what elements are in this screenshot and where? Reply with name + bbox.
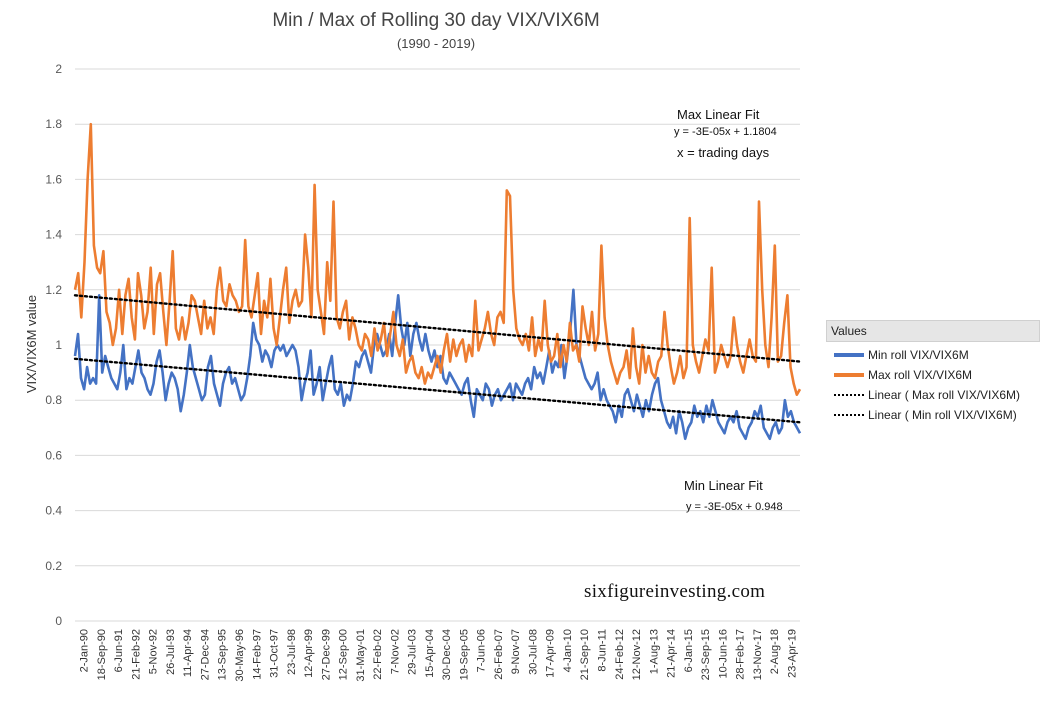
x-tick-label: 31-Oct-97 bbox=[269, 629, 281, 678]
x-tick-label: 23-Apr-19 bbox=[786, 629, 798, 678]
legend-label-min-trend: Linear ( Min roll VIX/VIX6M) bbox=[868, 408, 1017, 422]
x-tick-label: 11-Apr-94 bbox=[182, 629, 194, 677]
chart: Min / Max of Rolling 30 day VIX/VIX6M (1… bbox=[0, 0, 1050, 701]
x-tick-label: 5-Nov-92 bbox=[148, 629, 160, 674]
legend: Values Min roll VIX/VIX6M Max roll VIX/V… bbox=[826, 320, 1040, 430]
legend-item-min-trend: Linear ( Min roll VIX/VIX6M) bbox=[834, 405, 1040, 425]
x-tick-label: 13-Sep-95 bbox=[217, 629, 229, 680]
legend-label-max: Max roll VIX/VIX6M bbox=[868, 368, 972, 382]
min-fit-equation: y = -3E-05x + 0.948 bbox=[686, 501, 783, 513]
series-lines bbox=[75, 124, 800, 439]
legend-swatch-min-trend bbox=[834, 414, 864, 416]
y-tick-label: 0.6 bbox=[45, 448, 62, 462]
series-line-max bbox=[75, 124, 800, 395]
x-tick-label: 12-Nov-12 bbox=[631, 629, 643, 680]
x-tick-label: 14-Feb-97 bbox=[251, 629, 263, 680]
x-tick-label: 30-Jul-08 bbox=[527, 629, 539, 675]
x-tick-label: 27-Dec-99 bbox=[320, 629, 332, 680]
x-tick-label: 29-Jul-03 bbox=[407, 629, 419, 675]
x-tick-label: 9-Nov-07 bbox=[510, 629, 522, 674]
max-fit-title: Max Linear Fit bbox=[677, 107, 759, 122]
chart-title: Min / Max of Rolling 30 day VIX/VIX6M bbox=[272, 10, 599, 31]
x-tick-label: 2-Aug-18 bbox=[769, 629, 781, 674]
y-tick-label: 1.4 bbox=[45, 228, 62, 242]
x-tick-label: 21-Sep-10 bbox=[579, 629, 591, 680]
legend-item-min: Min roll VIX/VIX6M bbox=[834, 345, 1040, 365]
x-tick-label: 28-Feb-17 bbox=[735, 629, 747, 680]
legend-swatch-max-trend bbox=[834, 394, 864, 396]
y-tick-label: 0.8 bbox=[45, 393, 62, 407]
x-tick-label: 19-Sep-05 bbox=[458, 629, 470, 680]
x-tick-label: 30-May-96 bbox=[234, 629, 246, 682]
x-tick-label: 7-Jun-06 bbox=[476, 629, 488, 672]
x-tick-label: 26-Jul-93 bbox=[165, 629, 177, 675]
x-tick-label: 6-Jan-15 bbox=[683, 629, 695, 672]
x-tick-label: 12-Apr-99 bbox=[303, 629, 315, 678]
x-tick-label: 1-Aug-13 bbox=[648, 629, 660, 674]
y-tick-label: 1 bbox=[55, 338, 62, 352]
y-tick-label: 0.2 bbox=[45, 559, 62, 573]
y-tick-label: 1.2 bbox=[45, 283, 62, 297]
x-tick-label: 23-Jul-98 bbox=[286, 629, 298, 675]
y-tick-label: 0.4 bbox=[45, 504, 62, 518]
legend-title: Values bbox=[826, 320, 1040, 342]
x-tick-label: 17-Apr-09 bbox=[545, 629, 557, 678]
max-fit-x-note: x = trading days bbox=[677, 145, 769, 160]
watermark: sixfigureinvesting.com bbox=[584, 581, 765, 603]
x-tick-label: 10-Jun-16 bbox=[717, 629, 729, 679]
x-tick-label: 18-Sep-90 bbox=[96, 629, 108, 680]
x-tick-label: 24-Feb-12 bbox=[614, 629, 626, 680]
legend-label-max-trend: Linear ( Max roll VIX/VIX6M) bbox=[868, 388, 1020, 402]
y-tick-label: 1.6 bbox=[45, 172, 62, 186]
x-tick-label: 21-Apr-14 bbox=[666, 629, 678, 678]
x-tick-label: 27-Dec-94 bbox=[200, 629, 212, 680]
y-tick-label: 1.8 bbox=[45, 117, 62, 131]
legend-swatch-min bbox=[834, 353, 864, 357]
y-tick-label: 0 bbox=[55, 614, 62, 628]
x-tick-labels: 2-Jan-90 18-Sep-90 6-Jun-91 21-Feb-92 5-Nov-… bbox=[79, 629, 799, 682]
chart-subtitle: (1990 - 2019) bbox=[397, 36, 475, 51]
legend-swatch-max bbox=[834, 373, 864, 377]
x-tick-label: 4-Jan-10 bbox=[562, 629, 574, 672]
legend-item-max: Max roll VIX/VIX6M bbox=[834, 365, 1040, 385]
x-tick-label: 31-May-01 bbox=[355, 629, 367, 682]
x-tick-label: 15-Apr-04 bbox=[424, 629, 436, 678]
x-tick-label: 13-Nov-17 bbox=[752, 629, 764, 680]
x-tick-label: 6-Jun-91 bbox=[113, 629, 125, 672]
min-fit-title: Min Linear Fit bbox=[684, 478, 763, 493]
x-tick-label: 26-Feb-07 bbox=[493, 629, 505, 680]
y-axis-label: VIX/VIX6M value bbox=[24, 295, 39, 393]
y-tick-labels: 0 0.2 0.4 0.6 0.8 1 1.2 1.4 1.6 1.8 2 bbox=[45, 62, 62, 628]
x-tick-label: 23-Sep-15 bbox=[700, 629, 712, 680]
x-tick-label: 21-Feb-92 bbox=[130, 629, 142, 680]
x-tick-label: 22-Feb-02 bbox=[372, 629, 384, 680]
legend-item-max-trend: Linear ( Max roll VIX/VIX6M) bbox=[834, 385, 1040, 405]
max-fit-equation: y = -3E-05x + 1.1804 bbox=[674, 126, 777, 138]
legend-label-min: Min roll VIX/VIX6M bbox=[868, 348, 969, 362]
x-tick-label: 2-Jan-90 bbox=[79, 629, 91, 672]
x-tick-label: 7-Nov-02 bbox=[389, 629, 401, 674]
x-tick-label: 8-Jun-11 bbox=[597, 629, 609, 672]
y-tick-label: 2 bbox=[55, 62, 62, 76]
x-tick-label: 12-Sep-00 bbox=[338, 629, 350, 680]
x-tick-label: 30-Dec-04 bbox=[441, 629, 453, 680]
